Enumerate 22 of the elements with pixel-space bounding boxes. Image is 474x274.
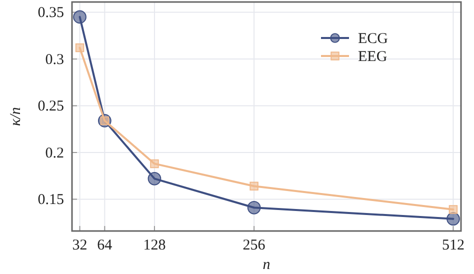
point [150, 159, 159, 168]
point [75, 43, 84, 52]
y-tick-label: 0.3 [45, 52, 64, 68]
x-tick-label: 128 [143, 238, 166, 254]
point [446, 212, 460, 226]
legend-label: EEG [358, 49, 388, 65]
x-tick-label: 256 [242, 238, 266, 254]
point [247, 200, 261, 214]
y-tick-label: 0.2 [45, 145, 64, 162]
legend-label: ECG [358, 31, 388, 47]
point [73, 10, 86, 24]
point [250, 182, 258, 191]
y-axis-title: κ/n [8, 107, 24, 126]
y-tick-label: 0.35 [38, 5, 64, 22]
x-axis-title: n [262, 257, 270, 273]
y-tick-label: 0.25 [38, 98, 64, 115]
x-tick-label: 64 [97, 238, 113, 254]
point [148, 172, 162, 186]
x-tick-label: 32 [72, 238, 88, 254]
point [448, 205, 458, 214]
x-tick-label: 512 [442, 238, 464, 254]
y-tick-label: 0.15 [38, 192, 64, 208]
